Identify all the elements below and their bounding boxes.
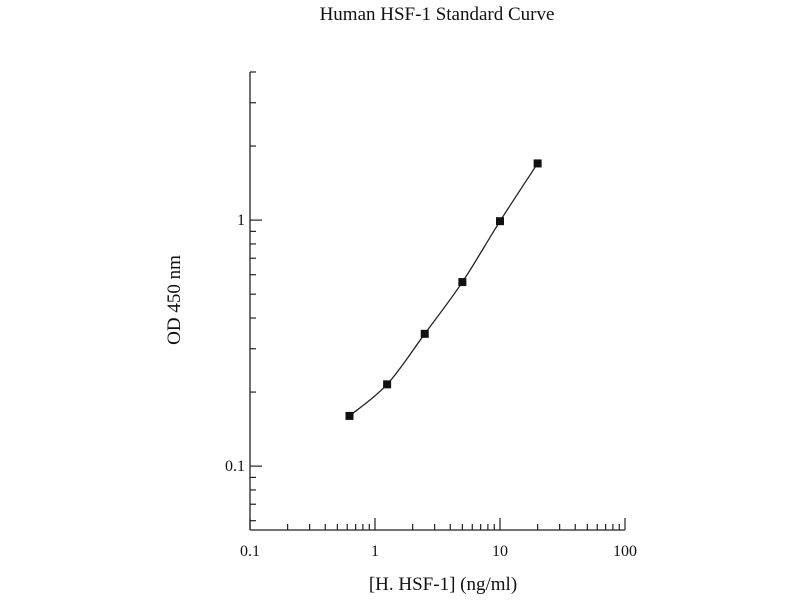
x-axis-label: [H. HSF-1] (ng/ml) [369,574,517,595]
x-tick-label: 1 [371,543,379,560]
data-point [345,411,354,420]
data-point [383,380,392,389]
y-tick-label: 0.1 [225,458,245,475]
data-point [420,329,429,338]
axes [249,72,625,531]
x-tick-label: 10 [492,543,508,560]
data-point-markers [345,159,542,420]
x-major-ticks: 0.1 1 10 100 [240,518,637,560]
y-major-ticks: 0.11 [225,212,262,475]
y-axis-label: OD 450 nm [164,255,185,345]
data-point [496,217,504,226]
x-minor-ticks [287,524,620,530]
chart-title: Human HSF-1 Standard Curve [320,4,555,25]
x-tick-label: 100 [613,543,637,560]
data-point [458,278,467,287]
data-point [533,159,542,168]
y-minor-ticks [250,71,256,522]
x-tick-label: 0.1 [240,543,260,560]
fitted-curve [349,163,539,417]
y-tick-label: 1 [237,212,245,229]
